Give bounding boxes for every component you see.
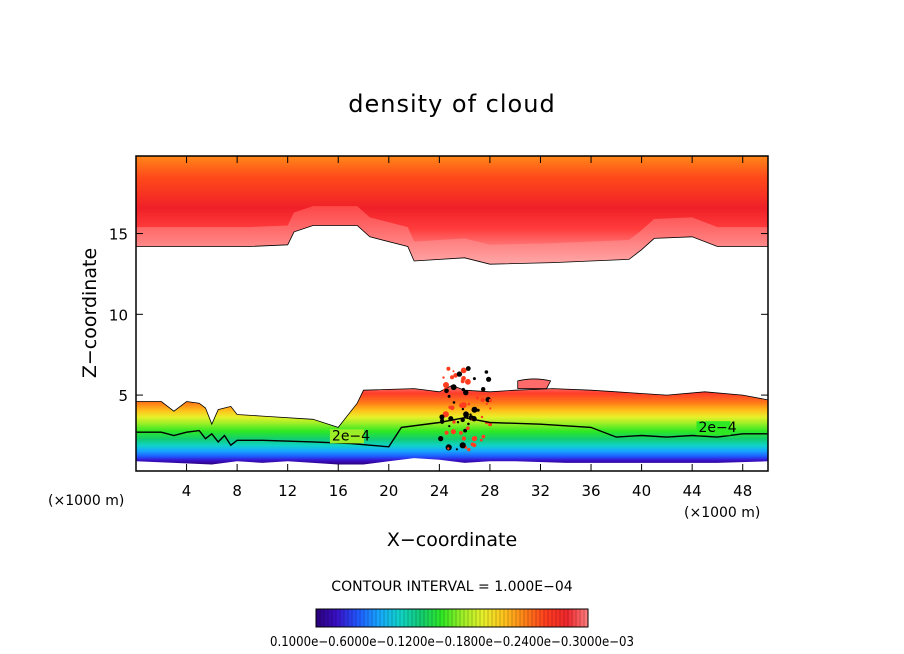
speckle — [467, 422, 470, 426]
x-tick-label: 12 — [278, 482, 297, 500]
speckle — [484, 370, 489, 374]
speckle — [471, 436, 477, 442]
speckle — [450, 429, 456, 435]
x-axis-ticks: 4 8 12 16 20 24 28 32 36 40 44 48 — [182, 156, 752, 500]
speckle — [446, 366, 451, 371]
speckle — [459, 442, 466, 449]
speckle — [456, 421, 460, 424]
x-tick-label: 48 — [733, 482, 752, 500]
speckle — [465, 378, 471, 385]
speckle — [461, 387, 465, 392]
speckle — [444, 430, 449, 435]
speckle — [463, 411, 469, 418]
speckle — [480, 415, 484, 419]
speckle — [469, 413, 472, 416]
speckle — [452, 370, 455, 373]
contour-interval-text: CONTOUR INTERVAL = 1.000E−04 — [331, 579, 572, 595]
upper-cloud-band-edge-line — [136, 225, 768, 265]
x-tick-label: 16 — [329, 482, 348, 500]
x-tick-label: 20 — [379, 482, 398, 500]
speckle — [476, 408, 480, 412]
speckle — [455, 448, 458, 451]
speckle — [461, 407, 465, 411]
y-tick-label: 5 — [118, 387, 128, 405]
x-tick-label: 36 — [581, 482, 600, 500]
colorbar-divisions — [319, 609, 585, 627]
plot-area: 2e−4 2e−4 — [136, 156, 768, 465]
speckle — [460, 402, 467, 409]
x-tick-label: 24 — [430, 482, 449, 500]
speckle — [480, 397, 485, 403]
lower-cloud-layer-edge-line — [136, 384, 768, 428]
speckle — [479, 438, 483, 442]
speckle — [488, 422, 493, 427]
speckle — [443, 382, 449, 388]
x-tick-label: 28 — [480, 482, 499, 500]
chart-title: density of cloud — [348, 90, 555, 118]
contour-label: 2e−4 — [698, 420, 736, 436]
x-axis-label: X−coordinate — [387, 529, 517, 551]
speckle — [461, 436, 466, 441]
y-tick-label: 10 — [109, 306, 128, 324]
speckle — [472, 377, 476, 381]
speckle — [448, 425, 451, 428]
y-tick-label: 15 — [109, 226, 128, 244]
x-tick-label: 4 — [182, 482, 192, 500]
colorbar-labels: 0.1000e−0.6000e−0.1200e−0.1800e−0.2400e−… — [270, 635, 634, 650]
speckle — [450, 384, 457, 391]
speckle — [442, 376, 445, 379]
speckle — [450, 375, 454, 380]
speckle — [463, 428, 467, 433]
speckle — [486, 376, 492, 382]
speckle — [471, 406, 478, 413]
speckle — [447, 447, 450, 450]
speckle — [488, 398, 493, 403]
x-tick-label: 44 — [683, 482, 702, 500]
speckle — [466, 426, 470, 431]
speckle — [465, 366, 471, 371]
speckle — [485, 402, 488, 406]
speckle — [460, 367, 467, 374]
speckle — [449, 405, 455, 411]
speckle — [438, 436, 444, 442]
contour-isoline-2e-4 — [136, 416, 768, 448]
speckle — [463, 389, 469, 396]
x-tick-label: 40 — [632, 482, 651, 500]
upper-cloud-band — [136, 156, 768, 265]
convective-speckles — [438, 366, 493, 452]
isolated-cloud-blob — [517, 378, 552, 390]
speckle — [470, 442, 475, 447]
upper-cloud-band-lower-edge — [136, 206, 768, 265]
speckle — [447, 394, 451, 398]
speckle — [456, 371, 463, 377]
contour-labels: 2e−4 2e−4 — [329, 420, 737, 444]
x-tick-label: 8 — [232, 482, 242, 500]
speckle — [452, 420, 456, 424]
speckle — [467, 402, 471, 406]
contour-label-bg — [696, 421, 731, 436]
x-tick-label: 32 — [531, 482, 550, 500]
speckle — [439, 414, 445, 420]
x-unit-right: (×1000 m) — [684, 505, 760, 521]
plot-frame — [135, 155, 769, 472]
contour-label: 2e−4 — [332, 428, 370, 444]
speckle — [481, 434, 486, 439]
speckle — [442, 411, 449, 418]
contour-label-bg — [329, 429, 364, 444]
speckle — [475, 396, 479, 400]
y-axis-label: Z−coordinate — [79, 248, 101, 378]
speckle — [467, 447, 471, 452]
x-unit-left: (×1000 m) — [48, 493, 124, 509]
speckle — [481, 387, 486, 392]
speckle — [459, 431, 463, 435]
speckle — [489, 407, 492, 410]
speckle — [444, 388, 449, 394]
speckle — [461, 377, 466, 381]
lower-cloud-layer — [136, 385, 768, 465]
speckle — [452, 401, 456, 404]
y-axis-ticks: 5 10 15 — [109, 226, 768, 405]
